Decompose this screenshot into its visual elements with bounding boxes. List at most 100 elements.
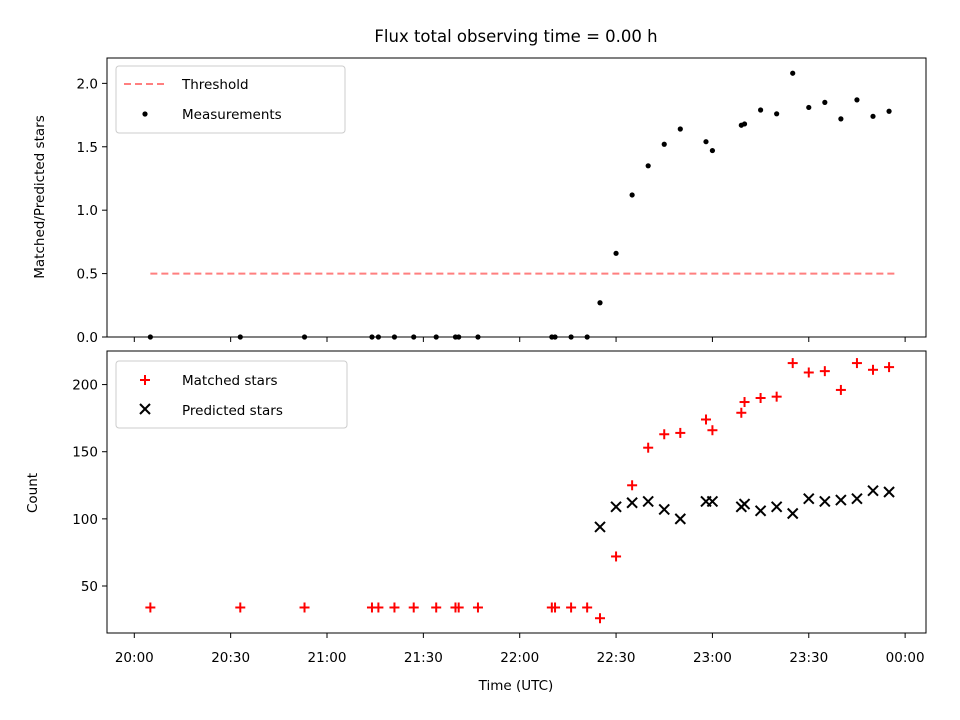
bottom-marks <box>145 358 895 624</box>
legend-measurements-label: Measurements <box>182 107 282 123</box>
matched-star-point <box>453 602 464 613</box>
bottom-axes-frame <box>106 350 927 634</box>
x-tick-label: 21:30 <box>404 650 443 666</box>
matched-star-point <box>659 429 670 440</box>
top-y-tick-label: 0.0 <box>77 330 98 346</box>
bottom-legend-box <box>115 360 348 429</box>
matched-star-point <box>627 480 638 491</box>
matched-star-point <box>550 602 561 613</box>
bottom-legend: Matched stars Predicted stars <box>115 360 348 429</box>
measurement-point <box>790 70 796 76</box>
x-tick-label: 22:30 <box>597 650 636 666</box>
predicted-star-point <box>835 494 847 506</box>
measurement-point <box>677 126 683 132</box>
matched-star-point <box>707 425 718 436</box>
top-panel: 0.00.51.01.52.0 Matched/Predicted stars … <box>32 57 927 346</box>
x-tick-label: 23:30 <box>789 650 828 666</box>
matched-star-point <box>739 397 750 408</box>
matched-star-point <box>472 602 483 613</box>
x-tick-label: 00:00 <box>886 650 925 666</box>
predicted-star-point <box>770 501 783 513</box>
matched-star-point <box>431 602 442 613</box>
predicted-star-point <box>626 497 638 509</box>
top-y-axis-label: Matched/Predicted stars <box>32 115 48 278</box>
legend-predicted-label: Predicted stars <box>182 403 283 419</box>
matched-star-point <box>408 602 419 613</box>
measurement-point <box>597 300 603 306</box>
x-axis-label: Time (UTC) <box>478 678 554 694</box>
x-tick-label: 20:00 <box>115 650 154 666</box>
predicted-star-point <box>867 484 879 497</box>
bottom-x-ticks: 20:00 20:30 21:00 21:30 22:00 22:30 23:00 23:30… <box>115 633 925 666</box>
predicted-star-point <box>594 521 606 533</box>
top-axes-frame <box>106 57 927 338</box>
matched-star-point <box>566 602 577 613</box>
matched-star-point <box>299 602 310 613</box>
top-y-tick-label: 1.0 <box>77 203 98 219</box>
bottom-y-tick-label: 50 <box>81 579 98 595</box>
matched-star-point <box>595 613 606 624</box>
measurement-point <box>703 139 709 145</box>
measurement-point <box>645 163 651 169</box>
measurement-point <box>629 192 635 198</box>
predicted-star-point <box>642 495 654 508</box>
x-tick-label: 22:00 <box>500 650 539 666</box>
measurement-point <box>709 147 716 154</box>
measurement-point <box>886 108 892 114</box>
predicted-star-point <box>706 495 719 508</box>
matched-star-point <box>755 393 766 403</box>
predicted-star-point <box>883 486 895 498</box>
matched-star-point <box>373 602 384 613</box>
matched-star-point <box>771 391 782 402</box>
x-tick-label: 20:30 <box>211 650 250 666</box>
measurement-point <box>757 107 764 113</box>
matched-star-point <box>868 364 879 375</box>
legend-matched-swatch <box>140 375 150 385</box>
predicted-star-point <box>819 495 831 508</box>
top-y-ticks: 0.0 0.5 1.0 1.5 2.0 <box>77 76 107 346</box>
measurement-point <box>774 111 780 117</box>
matched-star-point <box>819 366 830 377</box>
measurement-point <box>661 141 667 147</box>
predicted-star-point <box>787 507 799 520</box>
bottom-y-tick-label: 150 <box>72 445 98 461</box>
matched-star-point <box>787 358 798 369</box>
legend-predicted-swatch <box>139 403 151 415</box>
matched-star-point <box>582 602 593 613</box>
matched-star-point <box>675 427 686 438</box>
bottom-y-tick-label: 200 <box>72 378 98 394</box>
bottom-y-ticks: 50 100 150 200 <box>72 378 107 595</box>
legend-measurements-swatch <box>142 111 148 117</box>
predicted-star-point <box>754 505 767 517</box>
predicted-star-point <box>803 493 815 505</box>
x-tick-label: 23:00 <box>693 650 732 666</box>
x-tick-label: 21:00 <box>308 650 347 666</box>
top-legend-box <box>115 65 346 134</box>
predicted-star-point <box>738 498 751 510</box>
matched-star-point <box>736 407 747 418</box>
predicted-star-point <box>674 513 687 525</box>
top-y-tick-label: 0.5 <box>77 267 98 283</box>
predicted-star-point <box>658 503 670 516</box>
bottom-y-axis-label: Count <box>25 473 41 513</box>
bottom-panel: 50 100 150 200 20:00 20:30 21:00 21:30 22:00 22:… <box>25 350 927 694</box>
legend-matched-label: Matched stars <box>182 373 278 389</box>
measurement-point <box>838 116 844 122</box>
matched-star-point <box>145 602 156 613</box>
measurement-point <box>854 97 860 103</box>
matched-star-point <box>851 358 862 369</box>
top-legend: Threshold Measurements <box>115 65 346 134</box>
matched-star-point <box>803 367 814 378</box>
predicted-star-point <box>851 493 863 505</box>
matched-star-point <box>700 414 711 425</box>
measurement-point <box>806 104 812 111</box>
measurement-point <box>741 121 748 127</box>
measurement-point <box>870 113 876 119</box>
chart-title: Flux total observing time = 0.00 h <box>374 27 657 46</box>
top-x-ticks <box>133 337 906 342</box>
matched-star-point <box>235 602 246 613</box>
matched-star-point <box>611 551 622 562</box>
measurement-point <box>613 250 619 256</box>
top-marks <box>147 70 896 340</box>
